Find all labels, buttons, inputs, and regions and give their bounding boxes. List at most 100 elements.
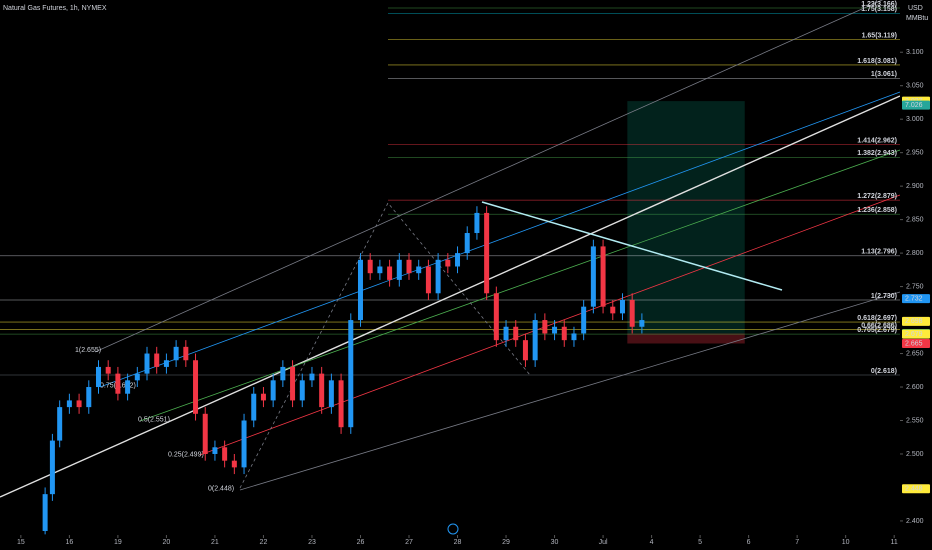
- target-zone: [627, 101, 745, 334]
- fib-label: 1.236(2.858): [857, 207, 897, 214]
- x-tick-label: 7: [795, 539, 799, 546]
- candle-body: [610, 306, 616, 314]
- price-tag: [902, 329, 930, 339]
- candle-body: [299, 380, 305, 401]
- price-tag: [902, 100, 930, 110]
- layer: [0, 7, 900, 376]
- candle-body: [241, 420, 247, 468]
- candle-body: [95, 366, 101, 388]
- fib-label: 1.382(2.943): [857, 150, 897, 157]
- channel-line: [94, 0, 884, 353]
- logo-icon[interactable]: [447, 523, 459, 535]
- y-tick-label: 2.400: [906, 518, 924, 525]
- y-tick-label: 3.000: [906, 116, 924, 123]
- candle-body: [115, 373, 121, 394]
- x-tick-label: 26: [357, 539, 365, 546]
- fib-label: 1(2.730): [871, 293, 897, 300]
- candle-body: [86, 387, 92, 408]
- x-tick-label: 29: [502, 539, 510, 546]
- candle-body: [222, 447, 228, 461]
- x-tick-label: 23: [308, 539, 316, 546]
- candle-body: [76, 400, 82, 408]
- fib-label: 1.65(3.119): [862, 32, 897, 39]
- x-tick-label: 15: [17, 539, 25, 546]
- x-tick-label: 21: [211, 539, 219, 546]
- candle-body: [173, 346, 179, 361]
- candle-body: [455, 253, 461, 267]
- trend-line: [481, 201, 783, 291]
- stop-zone: [627, 333, 745, 344]
- fib-label: 1.618(3.081): [857, 58, 897, 65]
- unit: MMBtu: [906, 15, 928, 22]
- channel-line: [99, 91, 901, 388]
- candle-body: [328, 380, 334, 408]
- candle-body: [251, 393, 257, 421]
- fib-label: 1.414(2.962): [857, 137, 897, 144]
- candle-body: [134, 373, 140, 381]
- candle-body: [260, 393, 266, 401]
- candle-body: [552, 326, 558, 334]
- candle-body: [367, 259, 373, 274]
- candle-body: [319, 373, 325, 408]
- candle-body: [629, 299, 635, 327]
- currency: USD: [908, 5, 923, 12]
- candle-body: [474, 212, 480, 234]
- fib-label: 1.75(3.158): [861, 6, 897, 13]
- candle-body: [42, 494, 48, 531]
- candle-body: [493, 293, 499, 341]
- price-tag-label: 2.679: [905, 331, 923, 338]
- candle-body: [154, 353, 160, 367]
- x-tick-label: 10: [842, 539, 850, 546]
- fib-label: 1(2.655): [75, 347, 101, 354]
- candle-body: [396, 259, 402, 280]
- candle-body: [377, 266, 383, 274]
- channel-line: [199, 194, 901, 456]
- candle-body: [464, 233, 470, 254]
- y-tick-label: 3.100: [906, 49, 924, 56]
- x-tick-label: Jul: [599, 539, 608, 546]
- candle-body: [66, 400, 72, 408]
- candle-body: [357, 259, 363, 321]
- y-tick-label: 2.850: [906, 216, 924, 223]
- x-tick-label: 20: [163, 539, 171, 546]
- x-tick-label: 28: [454, 539, 462, 546]
- x-tick-label: 16: [65, 539, 73, 546]
- channel-line: [0, 95, 901, 498]
- candle-body: [571, 333, 577, 341]
- candle-body: [183, 346, 189, 361]
- candle-body: [600, 246, 606, 307]
- y-tick-label: 2.550: [906, 417, 924, 424]
- candle-body: [387, 266, 393, 280]
- fib-label: 1.23(3.166): [861, 1, 897, 8]
- x-tick-label: 19: [114, 539, 122, 546]
- candle-body: [513, 326, 519, 341]
- y-tick-label: 2.500: [906, 451, 924, 458]
- fib-label: 0.705(2.679): [857, 327, 897, 334]
- fib-label: 0(2.618): [871, 368, 897, 375]
- y-tick-label: 3.050: [906, 83, 924, 90]
- chart-title: Natural Gas Futures, 1h, NYMEX: [3, 5, 107, 12]
- candle-body: [590, 246, 596, 307]
- candle-body: [416, 266, 422, 274]
- x-tick-label: 27: [405, 539, 413, 546]
- x-tick-label: 5: [698, 539, 702, 546]
- candle-body: [338, 380, 344, 428]
- candle-body: [619, 299, 625, 314]
- candle-body: [435, 259, 441, 294]
- fib-label: 0.5(2.551): [138, 417, 170, 424]
- candle-body: [406, 259, 412, 274]
- fib-label: 0.618(2.697): [857, 315, 897, 322]
- candle-body: [270, 380, 276, 401]
- channel-line: [139, 149, 901, 422]
- x-tick-label: 4: [650, 539, 654, 546]
- price-tag: [902, 294, 930, 304]
- candle-body: [125, 380, 131, 394]
- x-tick-label: 30: [551, 539, 559, 546]
- price-tag-label: 2.732: [905, 295, 923, 302]
- price-tag: [902, 484, 930, 494]
- price-tag: [902, 316, 930, 326]
- candle-body: [212, 447, 218, 454]
- y-tick-label: 2.650: [906, 350, 924, 357]
